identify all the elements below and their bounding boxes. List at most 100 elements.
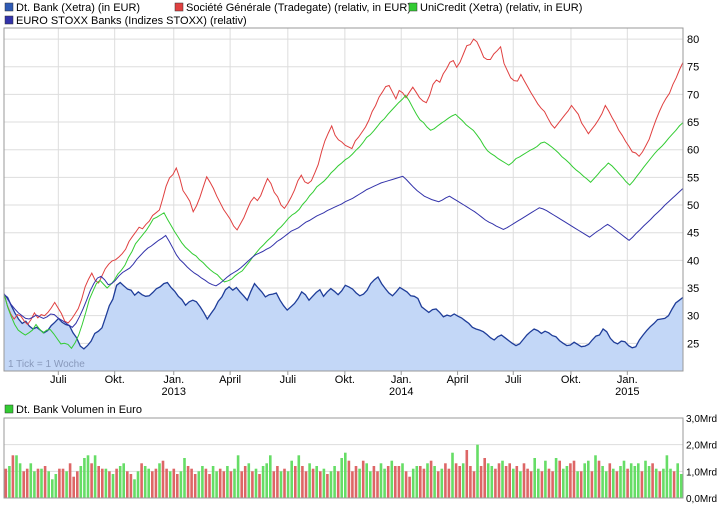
volume-bar	[672, 471, 676, 498]
volume-bar	[33, 471, 36, 498]
volume-bar	[179, 471, 183, 498]
volume-bar	[512, 468, 515, 498]
volume-bar	[647, 466, 651, 498]
volume-bar	[590, 471, 594, 498]
price-tick-label: 55	[687, 172, 699, 184]
volume-bar	[394, 466, 397, 498]
volume-bar	[8, 466, 11, 498]
volume-bar	[147, 468, 150, 498]
volume-bar	[136, 471, 140, 498]
volume-bar	[369, 471, 372, 498]
volume-bar	[562, 468, 565, 498]
volume-bar	[172, 468, 176, 498]
volume-bar	[58, 468, 61, 498]
volume-bar	[540, 471, 544, 498]
tick-note: 1 Tick = 1 Woche	[8, 359, 85, 370]
volume-bar	[286, 471, 290, 498]
time-tick-label: April	[447, 374, 469, 386]
volume-bar	[115, 468, 118, 498]
price-panel-border	[3, 27, 684, 372]
volume-bar	[101, 468, 104, 498]
volume-bar	[311, 468, 315, 498]
series-line-0	[3, 276, 684, 350]
volume-bar	[526, 468, 529, 498]
volume-bar	[197, 471, 201, 498]
volume-bar	[272, 471, 276, 498]
volume-bar	[501, 460, 504, 498]
volume-legend-label: Dt. Bank Volumen in Euro	[16, 404, 142, 416]
price-tick-label: 35	[687, 283, 699, 295]
volume-bar	[301, 466, 304, 498]
volume-bar	[486, 463, 490, 498]
volume-bar	[565, 466, 569, 498]
volume-bar	[304, 471, 308, 498]
volume-bar	[161, 460, 165, 498]
volume-bar	[201, 466, 204, 498]
volume-bar	[108, 471, 111, 498]
volume-axis-ticks: 0,0Mrd 1,0Mrd 2,0Mrd 3,0Mrd	[686, 414, 717, 505]
volume-bar	[193, 474, 197, 498]
volume-bar	[629, 463, 633, 498]
volume-bar	[529, 471, 533, 498]
volume-bar	[54, 474, 58, 498]
time-tick-label: Jan.	[163, 374, 184, 386]
volume-bar	[594, 455, 597, 498]
price-tick-label: 50	[687, 200, 699, 212]
volume-bar	[97, 466, 100, 498]
volume-bar	[587, 460, 590, 498]
volume-bar	[40, 468, 43, 498]
year-label: 2013	[162, 386, 186, 398]
volume-bar	[612, 468, 615, 498]
dt-bank-area	[4, 277, 683, 371]
volume-bar	[154, 468, 158, 498]
volume-bar	[233, 468, 236, 498]
volume-bar	[376, 471, 379, 498]
volume-bar	[211, 466, 215, 498]
volume-bar	[483, 458, 486, 498]
volume-bar	[515, 466, 519, 498]
time-tick-label: April	[219, 374, 241, 386]
volume-bar	[429, 460, 433, 498]
volume-bar	[604, 471, 608, 498]
volume-bar	[4, 468, 8, 498]
volume-bar	[365, 463, 368, 498]
volume-tick-label: 2,0Mrd	[686, 441, 717, 452]
volume-bar	[569, 463, 572, 498]
volume-bar	[354, 466, 358, 498]
volume-bar	[297, 455, 301, 498]
volume-bar	[433, 466, 436, 498]
volume-bar	[665, 455, 669, 498]
volume-bar	[386, 466, 390, 498]
volume-bar	[454, 463, 458, 498]
volume-bar	[290, 460, 293, 498]
volume-bar	[158, 463, 161, 498]
volume-bar	[637, 463, 640, 498]
volume-bar	[583, 463, 586, 498]
volume-bar	[229, 471, 233, 498]
volume-bar	[411, 468, 415, 498]
volume-bar	[72, 476, 75, 498]
volume-bar	[15, 455, 18, 498]
volume-bar	[651, 463, 654, 498]
volume-bar	[333, 466, 336, 498]
legend-label-euro-stoxx-banks: EURO STOXX Banks (Indizes STOXX) (relati…	[16, 15, 247, 27]
volume-bar	[133, 479, 136, 498]
volume-bar	[43, 466, 47, 498]
volume-bar	[279, 471, 283, 498]
volume-bar	[676, 463, 679, 498]
volume-bar	[265, 463, 268, 498]
volume-bar	[361, 460, 365, 498]
price-series	[3, 38, 684, 371]
volume-bar	[218, 468, 222, 498]
volume-bar	[522, 463, 526, 498]
volume-bar	[494, 468, 497, 498]
volume-bar	[226, 466, 229, 498]
volume-bar	[390, 460, 394, 498]
time-tick-label: Okt.	[105, 374, 125, 386]
price-tick-label: 40	[687, 255, 699, 267]
legend-label-societe-generale: Société Générale (Tradegate) (relativ, i…	[186, 2, 411, 14]
volume-bar	[165, 468, 168, 498]
volume-bar	[461, 463, 465, 498]
volume-bar	[572, 460, 576, 498]
volume-bar	[236, 455, 240, 498]
